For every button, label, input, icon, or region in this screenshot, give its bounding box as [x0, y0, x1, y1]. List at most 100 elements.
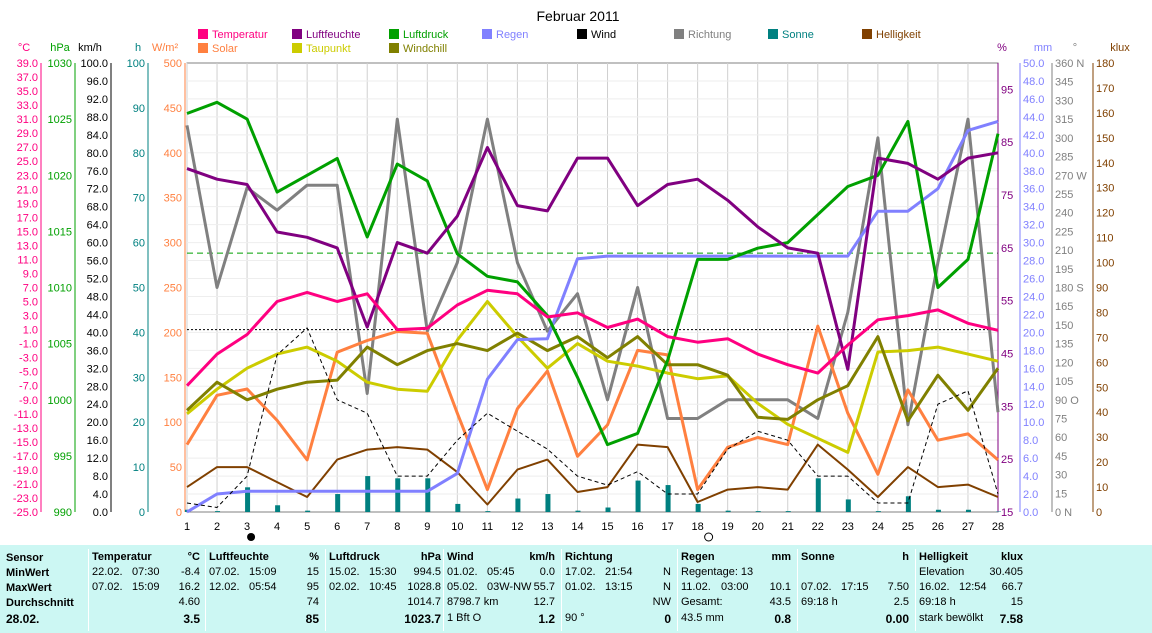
stats-max-value: N [663, 581, 671, 593]
axis-tick-label: 75 [1055, 413, 1067, 425]
stats-current-value: 3.5 [183, 612, 200, 626]
stats-header: Regen [681, 551, 715, 563]
axis-tick-label: 95 [1001, 84, 1013, 96]
axis-tick-label: 120 [1096, 208, 1114, 220]
axis-tick-label: 170 [1096, 83, 1114, 95]
sun-bar [965, 509, 971, 512]
axis-tick-label: 150 [1055, 320, 1073, 332]
stats-avg-value: 4.60 [178, 596, 200, 608]
stats-avg-value: 12.7 [533, 596, 555, 608]
axis-tick-label: 84.0 [87, 130, 108, 142]
sun-bar [275, 505, 281, 512]
axis-tick-label: 180 S [1055, 283, 1084, 295]
sun-bar [425, 478, 431, 512]
moon-phase-new-icon [247, 533, 256, 541]
x-tick-label: 7 [364, 521, 370, 533]
axis-tick-label: 11.0 [17, 254, 38, 266]
sun-bar [395, 478, 401, 512]
axis-tick-label: 160 [1096, 108, 1114, 120]
series-line-helligkeit [186, 443, 999, 506]
axis-tick-label: 37.0 [17, 72, 38, 84]
axis-tick-label: 17.0 [17, 212, 38, 224]
stats-avg-value: 15 [1010, 596, 1023, 608]
stats-max-value: 7.50 [887, 581, 909, 593]
axis-tick-label: 140 [1096, 158, 1114, 170]
axis-tick-label: 6.0 [1023, 453, 1038, 465]
stats-min-value: N [663, 566, 671, 578]
axis-tick-label: 40.0 [1023, 148, 1044, 160]
stats-max-date: 16.02. [919, 581, 950, 593]
axis-tick-label: 150 [164, 372, 182, 384]
series-line-luftfeuchte [186, 146, 999, 371]
x-tick-label: 18 [692, 521, 704, 533]
stats-current-value: 0.8 [774, 612, 791, 626]
sun-bar [485, 511, 491, 512]
stats-current-value: 1023.7 [404, 612, 441, 626]
axis-tick-label: 450 [164, 103, 182, 115]
axis-tick-label: 55 [1001, 296, 1013, 308]
axis-tick-label: 4.0 [93, 489, 108, 501]
stats-unit: mm [771, 551, 791, 563]
axis-tick-label: 10 [133, 462, 145, 474]
axis-tick-label: 50 [170, 462, 182, 474]
axis-tick-label: 15 [1055, 488, 1067, 500]
x-tick-label: 9 [424, 521, 430, 533]
legend-label: Luftdruck [403, 29, 449, 41]
axis-tick-label: 1020 [48, 170, 72, 182]
series-line-solar [185, 324, 999, 492]
axis-tick-label: 210 [1055, 245, 1073, 257]
stats-unit: h [902, 551, 909, 563]
axis-tick-label: 130 [1096, 183, 1114, 195]
axis-tick-label: 34.0 [1023, 202, 1044, 214]
axis-tick-label: 30 [1055, 470, 1067, 482]
axis-tick-label: 1010 [48, 283, 72, 295]
weather-chart: Februar 2011 TemperaturSolarLuftfeuchteT… [12, 8, 1131, 542]
axis-tick-label: 20.0 [1023, 327, 1044, 339]
stats-header: Wind [447, 551, 474, 563]
stats-header: Temperatur [92, 551, 152, 563]
stats-column-luftdruck: Luftdruck hPa 15.02. 15:30 994.5 02.02. 10:45 1… [329, 545, 445, 633]
stats-max-time: 12:54 [959, 581, 987, 593]
axis-tick-label: 16.0 [87, 435, 108, 447]
axis-tick-label: 345 [1055, 77, 1073, 89]
axis-tick-label: 68.0 [87, 202, 108, 214]
legend-swatch [389, 29, 399, 39]
stats-min-value: 994.5 [413, 566, 441, 578]
axis-tick-label: 40 [133, 327, 145, 339]
axis-tick-label: 500 [164, 58, 182, 70]
axis-tick-label: 200 [164, 327, 182, 339]
sun-bar [455, 503, 461, 512]
stats-max-time: 15:09 [132, 581, 160, 593]
stats-header: Richtung [565, 551, 613, 563]
axis-tick-label: 64.0 [87, 220, 108, 232]
axis-tick-label: 10 [1096, 482, 1108, 494]
axis-tick-label: 315 [1055, 114, 1073, 126]
stats-column-wind: Wind km/h 01.02. 05:45 0.0 05.02. 03W-NW 55.7 87… [447, 545, 559, 633]
axis-tick-label: 165 [1055, 301, 1073, 313]
stats-unit: hPa [420, 551, 441, 563]
axis-tick-label: 65 [1001, 243, 1013, 255]
axis-tick-label: 33.0 [17, 100, 38, 112]
stats-max-time: 03W-NW [487, 581, 532, 593]
axis-tick-label: 0 [176, 507, 182, 519]
stats-min-date: 15.02. [329, 566, 360, 578]
x-tick-label: 17 [661, 521, 673, 533]
axis-tick-label: 39.0 [17, 58, 38, 70]
axis-tick-label: 80 [133, 148, 145, 160]
axis-tick-label: -5.0 [19, 367, 38, 379]
stats-column-sonne: Sonne h 07.02. 17:15 7.50 69:18 h 2.5 0.00 [801, 545, 913, 633]
sun-bar [245, 487, 251, 512]
x-tick-label: 28 [992, 521, 1004, 533]
stats-max-time: 10:45 [369, 581, 397, 593]
axis-tick-label: 270 W [1055, 170, 1087, 182]
x-tick-label: 12 [511, 521, 523, 533]
stats-row-label: MinWert [6, 567, 50, 579]
stats-column-regen: Regen mm Regentage: 13 11.02. 03:00 10.1 Gesam… [681, 545, 795, 633]
axis-tick-label: 1015 [48, 226, 72, 238]
sun-bar [365, 476, 371, 512]
axis-tick-label: 88.0 [87, 112, 108, 124]
stats-min-time: 21:54 [605, 566, 633, 578]
sun-bar [305, 510, 311, 512]
axis-tick-label: 75 [1001, 190, 1013, 202]
axis-unit-label: km/h [78, 42, 102, 54]
